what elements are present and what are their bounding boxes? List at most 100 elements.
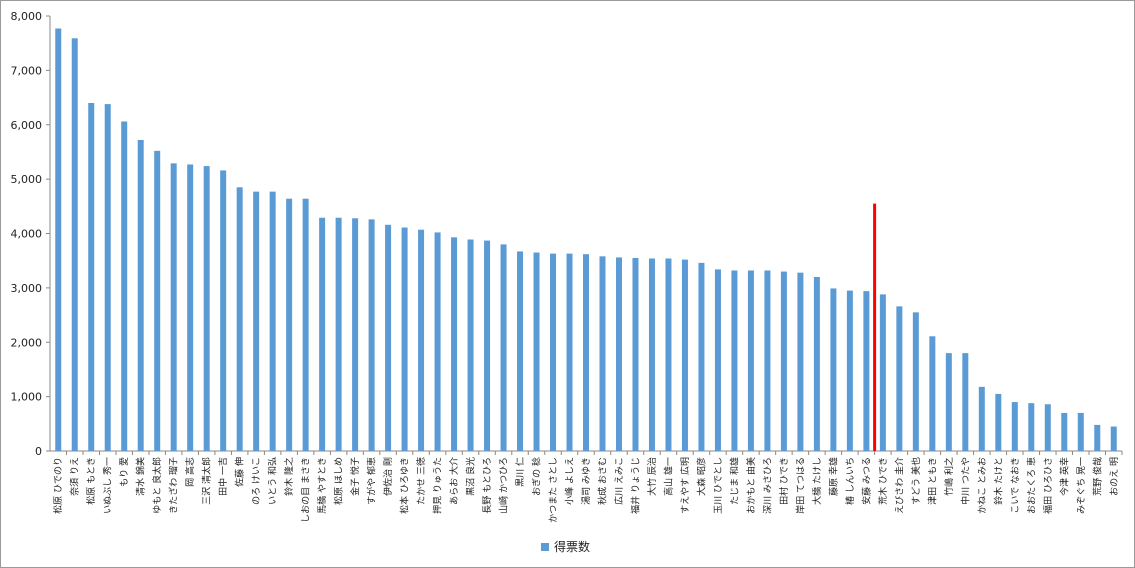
y-tick-label: 3,000	[11, 282, 43, 295]
bar	[714, 269, 721, 451]
x-tick-label: 福田 ひろひさ	[1042, 457, 1054, 514]
x-tick-label: すえやす 広明	[679, 457, 691, 514]
x-tick-label: 田中 一吉	[217, 457, 229, 496]
x-tick-label: 松原 ひでのり	[52, 457, 64, 514]
bar	[566, 253, 573, 451]
bar	[978, 386, 985, 451]
x-tick-label: おおたくろ 恵	[1025, 457, 1037, 514]
legend: 得票数	[541, 538, 590, 555]
bar	[731, 270, 738, 451]
x-tick-label: 秋成 おさむ	[596, 457, 608, 505]
x-tick-label: 玉川 ひでとし	[713, 457, 724, 514]
x-tick-label: 三沢 清太郎	[201, 457, 213, 505]
x-tick-label: かねこ とみお	[977, 457, 988, 514]
bar	[517, 251, 524, 451]
bar	[170, 163, 177, 451]
bar	[945, 353, 952, 451]
x-tick-label: 黒川 仁	[514, 457, 526, 487]
x-tick-label: 押見 りゅうた	[432, 457, 444, 514]
x-tick-label: 安藤 みつる	[860, 457, 872, 505]
bar	[533, 252, 540, 451]
bar	[401, 227, 408, 451]
x-tick-label: 大森 昭彦	[695, 457, 707, 496]
bar	[681, 259, 688, 451]
x-tick-label: 岡 高志	[184, 457, 196, 487]
bar	[648, 258, 655, 451]
x-tick-label: 津田 ともき	[927, 457, 938, 505]
bar	[418, 229, 425, 451]
bar	[863, 291, 870, 451]
bar	[1044, 404, 1051, 451]
bar	[1011, 402, 1018, 451]
x-tick-label: 荒木 ひでき	[877, 457, 889, 505]
bar	[319, 217, 326, 451]
bar	[434, 232, 441, 451]
x-tick-label: みぞぐち 晃一	[1076, 457, 1087, 514]
x-tick-label: 藤原 幸雄	[827, 457, 839, 496]
legend-swatch	[541, 542, 549, 551]
x-tick-label: 湯司 みゆき	[581, 457, 592, 505]
bar	[269, 191, 276, 451]
bar	[368, 219, 375, 451]
bar	[764, 270, 771, 451]
x-tick-label: いとう 和弘	[268, 457, 279, 505]
x-tick-label: 黒沼 良光	[465, 457, 477, 496]
x-tick-label: おぎの 稔	[531, 457, 543, 496]
bar	[929, 336, 936, 451]
bar	[912, 312, 919, 451]
bar	[253, 191, 260, 451]
bar	[797, 272, 804, 451]
bar	[500, 244, 507, 451]
bar	[583, 254, 589, 451]
bar	[995, 393, 1002, 451]
bar	[104, 104, 111, 452]
x-tick-label: おかもと 由美	[745, 457, 757, 514]
bar	[780, 271, 787, 451]
bar	[236, 187, 243, 451]
bar	[550, 253, 557, 451]
bar	[121, 121, 128, 452]
bar	[88, 103, 95, 451]
x-tick-label: 広川 えみこ	[613, 457, 625, 505]
x-tick-label: 田村 ひでき	[778, 457, 790, 505]
y-tick-label: 7,000	[11, 64, 43, 77]
bar	[286, 198, 293, 451]
x-tick-label: 椿 しんいち	[844, 457, 856, 505]
bar	[698, 262, 705, 451]
x-tick-label: 山崎 かつひろ	[498, 457, 510, 514]
bar	[484, 240, 491, 451]
x-tick-label: 中川 つたや	[959, 457, 971, 505]
x-tick-label: 奈須 りえ	[69, 457, 81, 496]
x-tick-label: 荒野 俊哉	[1091, 457, 1103, 496]
bar	[1110, 426, 1117, 451]
x-tick-label: 松原 もとき	[85, 457, 97, 505]
bar	[1061, 412, 1068, 451]
x-tick-label: 大竹 辰治	[646, 457, 658, 496]
x-tick-label: 今津 英幸	[1058, 457, 1070, 496]
bar	[896, 306, 903, 451]
x-tick-label: 清水 錦美	[135, 457, 147, 496]
x-tick-label: おのえ 明	[1109, 457, 1120, 496]
x-tick-label: すどう 美也	[910, 457, 922, 505]
x-tick-label: 竹嶋 利之	[943, 457, 955, 496]
bar	[451, 237, 458, 451]
x-tick-label: きたざわ 瑠子	[168, 457, 180, 514]
bar	[203, 166, 210, 451]
bar	[71, 38, 78, 451]
y-tick-label: 4,000	[11, 228, 43, 241]
x-tick-label: 鈴木 隆之	[283, 457, 295, 496]
x-tick-label: 伊佐治 剛	[382, 457, 394, 496]
x-tick-label: 馬橋 やすとき	[316, 457, 328, 514]
x-tick-label: 大橋 たけし	[811, 457, 823, 505]
bar	[220, 170, 227, 452]
y-tick-label: 6,000	[11, 119, 43, 132]
x-tick-label: 鈴木 たけと	[992, 457, 1004, 505]
bar	[385, 224, 392, 451]
bar	[1028, 403, 1035, 451]
x-tick-label: 金子 悦子	[349, 457, 361, 496]
x-tick-label: かつまた さとし	[548, 457, 559, 523]
y-tick-label: 5,000	[11, 173, 43, 186]
x-tick-label: すがや 郁恵	[366, 457, 378, 505]
bar	[599, 256, 606, 451]
